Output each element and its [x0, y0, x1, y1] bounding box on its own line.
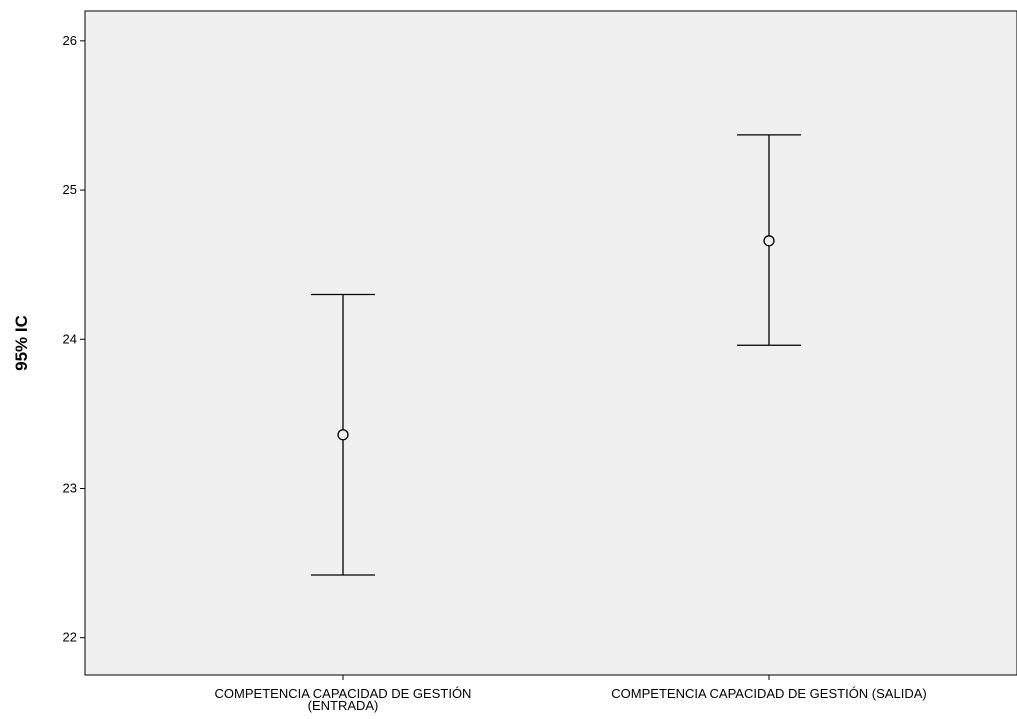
y-tick-label: 24 [63, 331, 77, 346]
error-bar-2 [737, 134, 801, 346]
y-tick-label: 26 [63, 33, 77, 48]
mean-marker [763, 235, 775, 247]
y-axis-label: 95% IC [12, 315, 31, 371]
x-axis: COMPETENCIA CAPACIDAD DE GESTIÓN(ENTRADA… [215, 675, 927, 713]
category-label: (ENTRADA) [308, 698, 379, 713]
y-tick-label: 25 [63, 182, 77, 197]
category-label: COMPETENCIA CAPACIDAD DE GESTIÓN [215, 686, 472, 701]
error-bar-1 [311, 293, 375, 576]
error-bars [311, 134, 801, 576]
plot-area [84, 10, 1017, 676]
y-tick-label: 22 [63, 630, 77, 645]
mean-marker [337, 429, 349, 441]
category-label: COMPETENCIA CAPACIDAD DE GESTIÓN (SALIDA… [611, 686, 926, 701]
y-axis: 22 23 24 25 26 [63, 33, 85, 645]
y-tick-label: 23 [63, 480, 77, 495]
